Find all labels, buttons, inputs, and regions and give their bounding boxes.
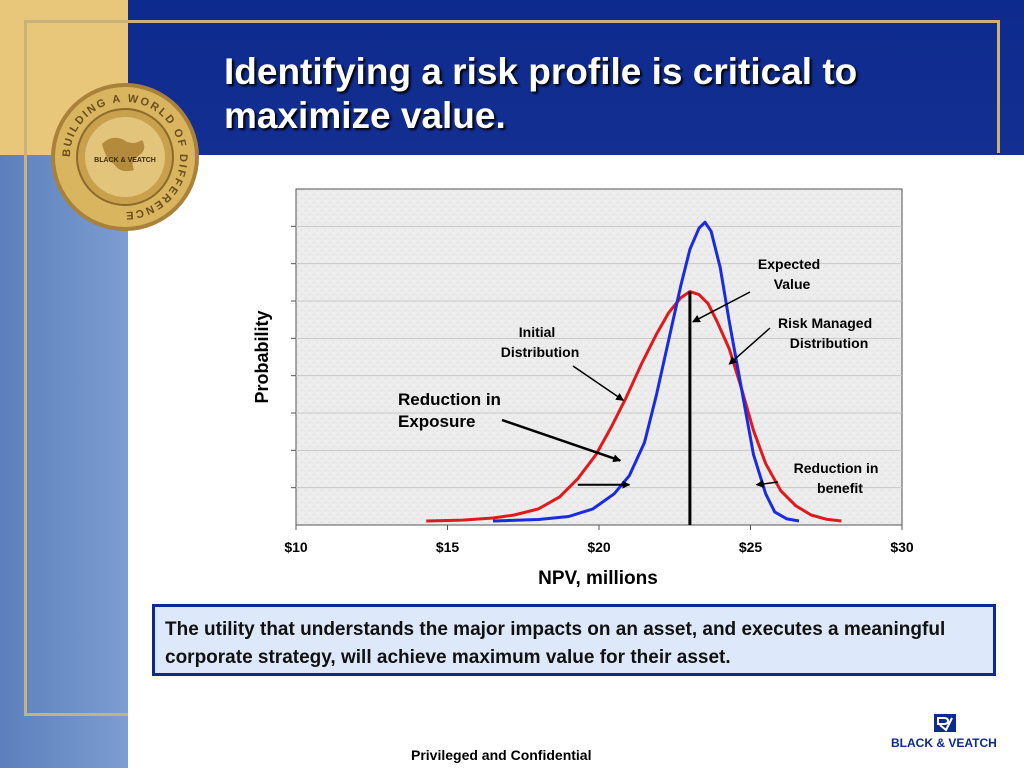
annotation-reduction-exposure-line1: Reduction in — [398, 390, 501, 409]
annotation-reduction-benefit-line1: Reduction in — [794, 460, 879, 476]
frame-line-left — [24, 20, 27, 716]
frame-line-bottom — [24, 713, 128, 716]
summary-callout: The utility that understands the major i… — [152, 604, 996, 676]
brand-name: BLACK & VEATCH — [891, 736, 997, 750]
annotation-reduction-benefit-line2: benefit — [817, 480, 863, 496]
annotation-risk-managed-line1: Risk Managed — [778, 315, 872, 331]
left-blue-band — [0, 155, 128, 768]
slide-title: Identifying a risk profile is critical t… — [224, 51, 858, 136]
series-line-managed — [492, 220, 800, 523]
frame-line-top — [24, 20, 1000, 23]
confidentiality-footer: Privileged and Confidential — [411, 747, 592, 763]
x-tick-label: $20 — [587, 539, 611, 555]
y-axis-label: Probability — [252, 310, 272, 403]
annotation-expected-line1: Expected — [758, 256, 820, 272]
logo-center-text: BLACK & VEATCH — [94, 157, 156, 164]
arrow-initial — [572, 365, 625, 401]
annotation-reduction-exposure-line2: Exposure — [398, 412, 475, 431]
arrow-reduction-exposure — [501, 418, 622, 463]
arrow-reduction-benefit — [755, 479, 779, 488]
annotation-risk-managed-line2: Distribution — [790, 335, 869, 351]
x-axis-label: NPV, millions — [538, 568, 658, 589]
bv-mark-icon — [934, 714, 956, 732]
summary-text: The utility that understands the major i… — [165, 619, 946, 668]
frame-line-right — [997, 20, 1000, 153]
x-tick-label: $25 — [739, 539, 763, 555]
x-tick-label: $30 — [890, 539, 914, 555]
arrow-risk-managed — [728, 327, 771, 365]
annotation-expected-line2: Value — [774, 276, 811, 292]
annotation-expected: Expected Value — [758, 256, 824, 292]
plot-area — [295, 188, 903, 526]
x-tick-label: $10 — [284, 539, 308, 555]
x-tick-label: $15 — [436, 539, 460, 555]
globe-seal-icon: BUILDING A WORLD OF DIFFERENCE BLACK & V… — [51, 83, 199, 231]
arrow-expected — [692, 291, 751, 323]
title-banner — [128, 0, 1024, 155]
annotation-initial: Initial Distribution — [501, 324, 580, 360]
annotation-initial-line2: Distribution — [501, 344, 580, 360]
annotation-initial-line1: Initial — [519, 324, 556, 340]
annotation-risk-managed: Risk Managed Distribution — [778, 315, 876, 351]
annotation-reduction-benefit: Reduction in benefit — [794, 460, 883, 496]
annotation-reduction-exposure: Reduction in Exposure — [398, 390, 506, 431]
